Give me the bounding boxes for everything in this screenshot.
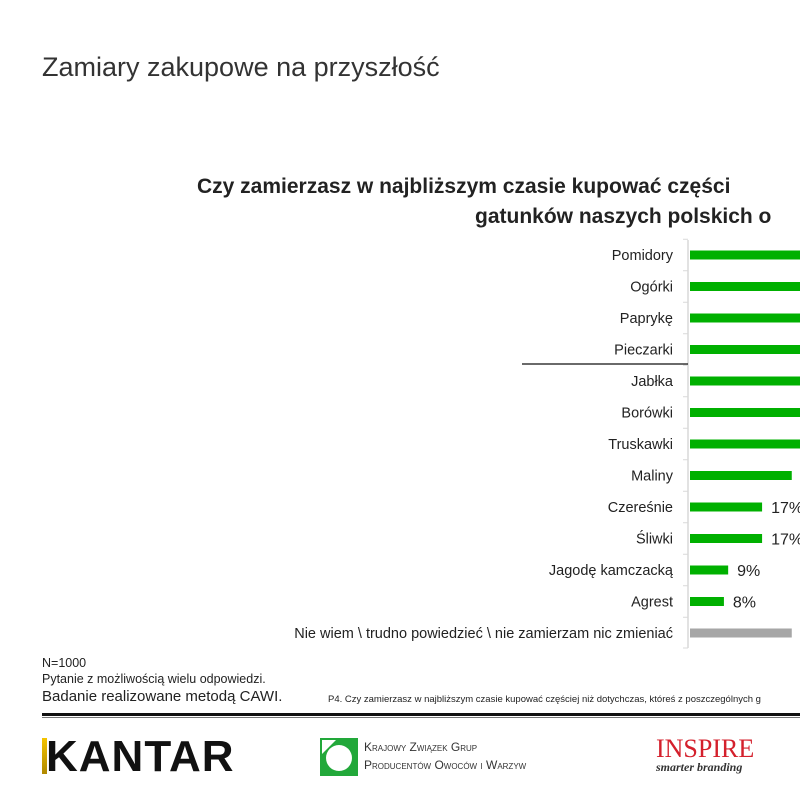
kzgpow-emblem-icon <box>320 738 358 776</box>
category-label: Nie wiem \ trudno powiedzieć \ nie zamie… <box>294 626 673 642</box>
inspire-logo-text: INSPIRE <box>656 734 755 763</box>
category-label: Pomidory <box>612 248 674 264</box>
method-note: Badanie realizowane metodą CAWI. <box>42 688 283 705</box>
category-label: Jabłka <box>631 374 674 390</box>
multi-answer-note: Pytanie z możliwością wielu odpowiedzi. <box>42 672 266 686</box>
data-label: 8% <box>733 595 756 612</box>
kantar-logo-text: KANTAR <box>46 732 235 781</box>
bar <box>690 282 800 291</box>
category-label: Śliwki <box>636 530 673 548</box>
category-label: Maliny <box>631 469 674 485</box>
question-note: P4. Czy zamierzasz w najbliższym czasie … <box>328 694 761 705</box>
category-label: Agrest <box>631 595 673 611</box>
bar <box>690 628 792 638</box>
data-label: 17% <box>771 532 800 549</box>
inspire-logo: INSPIRE smarter branding <box>656 734 754 775</box>
footer-rule-thin <box>42 717 800 718</box>
category-label: Jagodę kamczacką <box>549 563 674 579</box>
kzgpow-line1: Krajowy Związek Grup <box>364 740 478 754</box>
kzgpow-logo: Krajowy Związek Grup Producentów Owoców … <box>320 738 526 781</box>
bar <box>690 439 800 449</box>
bar <box>690 565 729 575</box>
footer-rule <box>42 713 800 716</box>
bar <box>690 471 792 480</box>
inspire-tagline: smarter branding <box>656 760 743 774</box>
kzgpow-line2: Producentów Owoców i Warzyw <box>364 758 527 772</box>
category-label: Ogórki <box>630 280 673 296</box>
category-label: Czereśnie <box>608 500 673 516</box>
category-label: Truskawki <box>608 437 673 453</box>
chart-title-line: gatunków naszych polskich o <box>475 205 771 228</box>
category-label: Paprykę <box>620 311 673 327</box>
chart-title-line: Czy zamierzasz w najbliższym czasie kupo… <box>197 175 730 198</box>
bar <box>690 345 800 354</box>
category-label: Borówki <box>621 406 673 422</box>
data-label: 9% <box>737 563 760 580</box>
bar <box>690 313 800 323</box>
page-title: Zamiary zakupowe na przyszłość <box>42 52 440 82</box>
bar <box>690 408 800 417</box>
bar <box>690 376 800 386</box>
bar <box>690 250 800 260</box>
sample-size-note: N=1000 <box>42 656 87 670</box>
bar <box>690 597 724 606</box>
data-label: 17% <box>771 500 800 517</box>
bar <box>690 534 763 543</box>
bar <box>690 502 763 512</box>
category-label: Pieczarki <box>614 343 673 359</box>
